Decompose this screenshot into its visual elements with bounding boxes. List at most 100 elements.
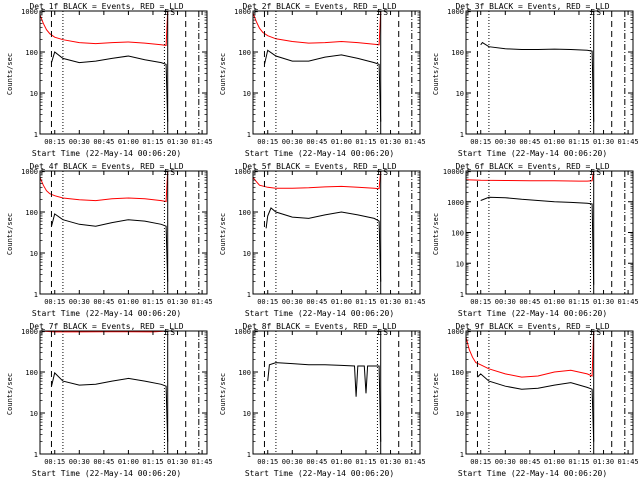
chart-svg: 1 10 100 1000 00:15 00:30 00:45 01:00 01:15 01:30… [234,328,426,466]
x-tick-label: 00:45 [519,298,540,306]
x-tick-label: 00:30 [282,138,303,146]
y-tick-label: 100 [451,49,464,57]
x-tick-label: 00:45 [306,298,327,306]
x-tick-label: 00:45 [93,458,114,466]
y-tick-label: 100 [451,369,464,377]
plot-frame [252,330,421,455]
event-marker-e: E [164,8,169,17]
x-tick-label: 01:45 [618,138,639,146]
x-tick-label: 00:30 [282,298,303,306]
chart-title: Det 9f BLACK = Events, RED = LLD [455,322,610,331]
x-tick-label: 01:30 [167,298,188,306]
event-marker-s: S [596,8,601,17]
event-marker-f: F [41,168,46,177]
series-line-events [51,213,169,282]
series-line-events [265,207,382,282]
event-marker-f: F [467,328,472,337]
x-tick-label: 00:45 [306,458,327,466]
x-axis-label: Start Time (22-May-14 00:06:20) [31,309,182,318]
event-marker-e: E [164,168,169,177]
x-axis-label: Start Time (22-May-14 00:06:20) [244,149,395,158]
x-tick-label: 00:30 [495,138,516,146]
x-tick-label: 01:45 [405,458,426,466]
y-tick-label: 100 [25,369,38,377]
chart-panel-6: Det 6f BLACK = Events, RED = LLD Start Ti… [426,160,639,320]
y-tick-label: 1000 [447,328,464,336]
event-marker-e: E [590,168,595,177]
chart-svg: 1 10 100 1000 00:15 00:30 00:45 01:00 01:15 01:30… [21,8,213,146]
chart-panel-4: Det 4f BLACK = Events, RED = LLD Start Ti… [0,160,213,320]
y-tick-label: 1 [247,451,251,459]
chart-panel-7: Det 7f BLACK = Events, RED = LLD Start Ti… [0,320,213,480]
x-tick-label: 01:00 [331,138,352,146]
series-line-events [264,49,382,122]
y-tick-label: 1 [460,291,464,299]
x-tick-label: 01:30 [380,298,401,306]
x-tick-label: 01:30 [593,298,614,306]
x-tick-label: 00:45 [93,138,114,146]
y-tick-label: 100 [238,49,251,57]
y-tick-label: 1 [247,291,251,299]
event-marker-s: S [383,168,388,177]
y-tick-label: 1000 [234,328,251,336]
x-tick-label: 01:15 [568,458,589,466]
x-tick-label: 01:00 [118,298,139,306]
chart-svg: 1 10 100 1000 00:15 00:30 00:45 01:00 01:15 01:30… [447,8,639,146]
chart-title: Det 7f BLACK = Events, RED = LLD [29,322,184,331]
x-tick-label: 01:15 [355,458,376,466]
chart-svg: 1 10 100 1000 10000 00:15 00:30 00:45 01:00 01:15… [443,168,639,306]
x-tick-label: 00:15 [44,138,65,146]
x-tick-label: 01:45 [192,458,213,466]
chart-panel-8: Det 8f BLACK = Events, RED = LLD Start Ti… [213,320,426,480]
y-tick-label: 1 [460,451,464,459]
y-tick-label: 10 [456,260,464,268]
chart-title: Det 2f BLACK = Events, RED = LLD [242,2,397,11]
chart-svg: 1 10 100 1000 00:15 00:30 00:45 01:00 01:15 01:30… [447,328,638,466]
x-tick-label: 00:45 [519,138,540,146]
x-tick-label: 00:30 [282,458,303,466]
chart-svg: 1 10 100 1000 00:15 00:30 00:45 01:00 01:15 01:30… [234,8,425,146]
event-marker-f: F [254,8,259,17]
chart-svg: 1 10 100 1000 00:15 00:30 00:45 01:00 01:15 01:30… [234,168,425,306]
x-tick-label: 01:45 [192,138,213,146]
y-tick-label: 10 [456,90,464,98]
event-marker-f: F [41,8,46,17]
y-tick-label: 10 [243,410,251,418]
x-axis-label: Start Time (22-May-14 00:06:20) [31,469,182,478]
x-tick-label: 00:30 [69,138,90,146]
series-line-lld [39,10,169,46]
x-tick-label: 01:30 [167,458,188,466]
x-tick-label: 00:15 [470,458,491,466]
y-tick-label: 10 [456,410,464,418]
event-marker-f: F [467,168,472,177]
y-tick-label: 10 [243,90,251,98]
x-axis-label: Start Time (22-May-14 00:06:20) [457,149,608,158]
x-tick-label: 01:15 [355,298,376,306]
y-tick-label: 1 [247,131,251,139]
x-tick-label: 00:30 [495,458,516,466]
event-marker-s: S [170,168,175,177]
y-tick-label: 1 [460,131,464,139]
chart-title: Det 8f BLACK = Events, RED = LLD [242,322,397,331]
chart-svg: 1 10 100 1000 00:15 00:30 00:45 01:00 01:15 01:30… [21,168,212,306]
chart-panel-9: Det 9f BLACK = Events, RED = LLD Start Ti… [426,320,639,480]
x-tick-label: 01:00 [331,458,352,466]
event-marker-e: E [590,8,595,17]
event-marker-e: E [164,328,169,337]
x-tick-label: 01:00 [544,138,565,146]
series-line-events [267,362,382,442]
series-line-events [480,196,595,285]
y-tick-label: 1 [34,131,38,139]
x-tick-label: 01:15 [568,138,589,146]
x-axis-label: Start Time (22-May-14 00:06:20) [457,469,608,478]
y-tick-label: 10 [30,410,38,418]
x-tick-label: 01:45 [618,298,639,306]
x-tick-label: 00:15 [470,298,491,306]
x-tick-label: 01:30 [593,458,614,466]
x-tick-label: 00:45 [306,138,327,146]
x-tick-label: 01:15 [568,298,589,306]
event-marker-e: E [377,8,382,17]
chart-title: Det 5f BLACK = Events, RED = LLD [242,162,397,171]
event-marker-e: E [377,168,382,177]
